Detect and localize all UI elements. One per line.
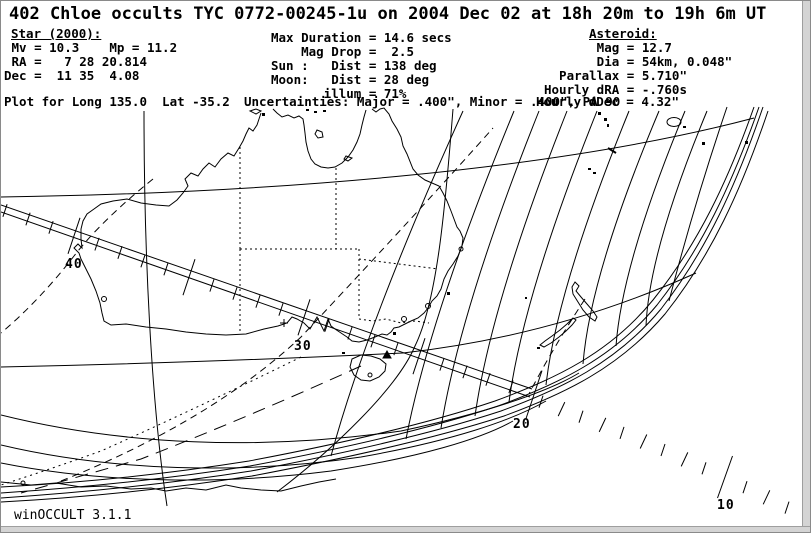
island-dot (20, 480, 26, 486)
island-mornington (343, 155, 354, 162)
occultation-path (1, 204, 533, 398)
event-sun-dist: Sun : Dist = 138 deg (271, 58, 437, 73)
city-circle (101, 296, 107, 302)
path-north-limit (1, 204, 533, 390)
star-dec: Dec = 11 35 4.08 (4, 68, 140, 83)
altitude-label-20: 20 (513, 417, 531, 432)
coastlines (1, 107, 682, 492)
island-fiji (666, 117, 682, 127)
city-circle (401, 316, 407, 322)
coastline-nz-south (539, 317, 577, 348)
graticule-meridians (143, 108, 454, 507)
asteroid-hourly-dra: Hourly dRA = -.760s (544, 82, 687, 97)
city-circle (367, 372, 373, 378)
latitude-line (1, 117, 755, 198)
altitude-contours-solid (330, 106, 728, 457)
hourly-ddec-overlap: Hourly dDec = 4.32" (536, 94, 679, 109)
coastline-tasmania (349, 354, 387, 382)
plus-marker (280, 319, 288, 327)
island-newcaledonia (607, 147, 617, 154)
altitude-label-10: 10 (717, 498, 735, 513)
city-circle (458, 246, 464, 252)
map-markers (20, 109, 748, 486)
island-groote (314, 129, 324, 139)
border-qld-nsw (358, 258, 439, 270)
path-ticks (2, 204, 790, 514)
border-murray (358, 318, 430, 324)
event-max-duration: Max Duration = 14.6 secs (271, 30, 452, 45)
asteroid-parallax: Parallax = 5.710" (544, 68, 687, 83)
path-south-limit (1, 211, 531, 398)
long-ticks (67, 217, 543, 419)
window-border-bottom (1, 526, 810, 532)
beyond-limb-ticks (538, 395, 790, 514)
asteroid-dia: Dia = 54km, 0.048" (544, 54, 733, 69)
page-title: 402 Chloe occults TYC 0772-00245-1u on 2… (9, 4, 767, 24)
coastline-australia (73, 107, 464, 343)
city-circle (425, 303, 431, 309)
window-border-right (802, 1, 810, 532)
latitude-line (1, 272, 697, 368)
latitude-line (1, 420, 514, 481)
coastline-nz-north (571, 281, 598, 322)
graticule-latitudes (1, 117, 755, 481)
asteroid-mag: Mag = 12.7 (544, 40, 672, 55)
plot-site-marker (382, 349, 392, 359)
star-mv-mp: Mv = 10.3 Mp = 11.2 (4, 40, 178, 55)
state-borders (239, 147, 439, 331)
event-mag-drop: Mag Drop = 2.5 (271, 44, 414, 59)
asteroid-heading: Asteroid: (589, 26, 657, 41)
event-moon-dist: Moon: Dist = 28 deg (271, 72, 430, 87)
short-ticks (2, 204, 514, 394)
software-credit: winOCCULT 3.1.1 (14, 508, 132, 523)
earth-limb (1, 106, 769, 503)
uncertainties-line: Uncertainties: Major = .400", Minor = .4… (244, 94, 621, 109)
star-heading: Star (2000): (11, 26, 102, 41)
plot-location-line: Plot for Long 135.0 Lat -35.2 (4, 94, 230, 109)
event-moon-illum: illum = 71% (271, 86, 407, 101)
coastline-gulf-carpentaria (272, 108, 367, 169)
island-melville (248, 108, 263, 115)
coastline-antarctic (1, 478, 337, 492)
small-island-dots (262, 109, 748, 354)
altitude-contours-dashed (1, 127, 586, 494)
meridian-line (143, 110, 168, 507)
star-ra: RA = 7 28 20.814 (4, 54, 147, 69)
altitude-label-40: 40 (65, 257, 83, 272)
latitude-line (1, 372, 580, 444)
altitude-label-30: 30 (294, 339, 312, 354)
meridian-line (276, 108, 454, 493)
